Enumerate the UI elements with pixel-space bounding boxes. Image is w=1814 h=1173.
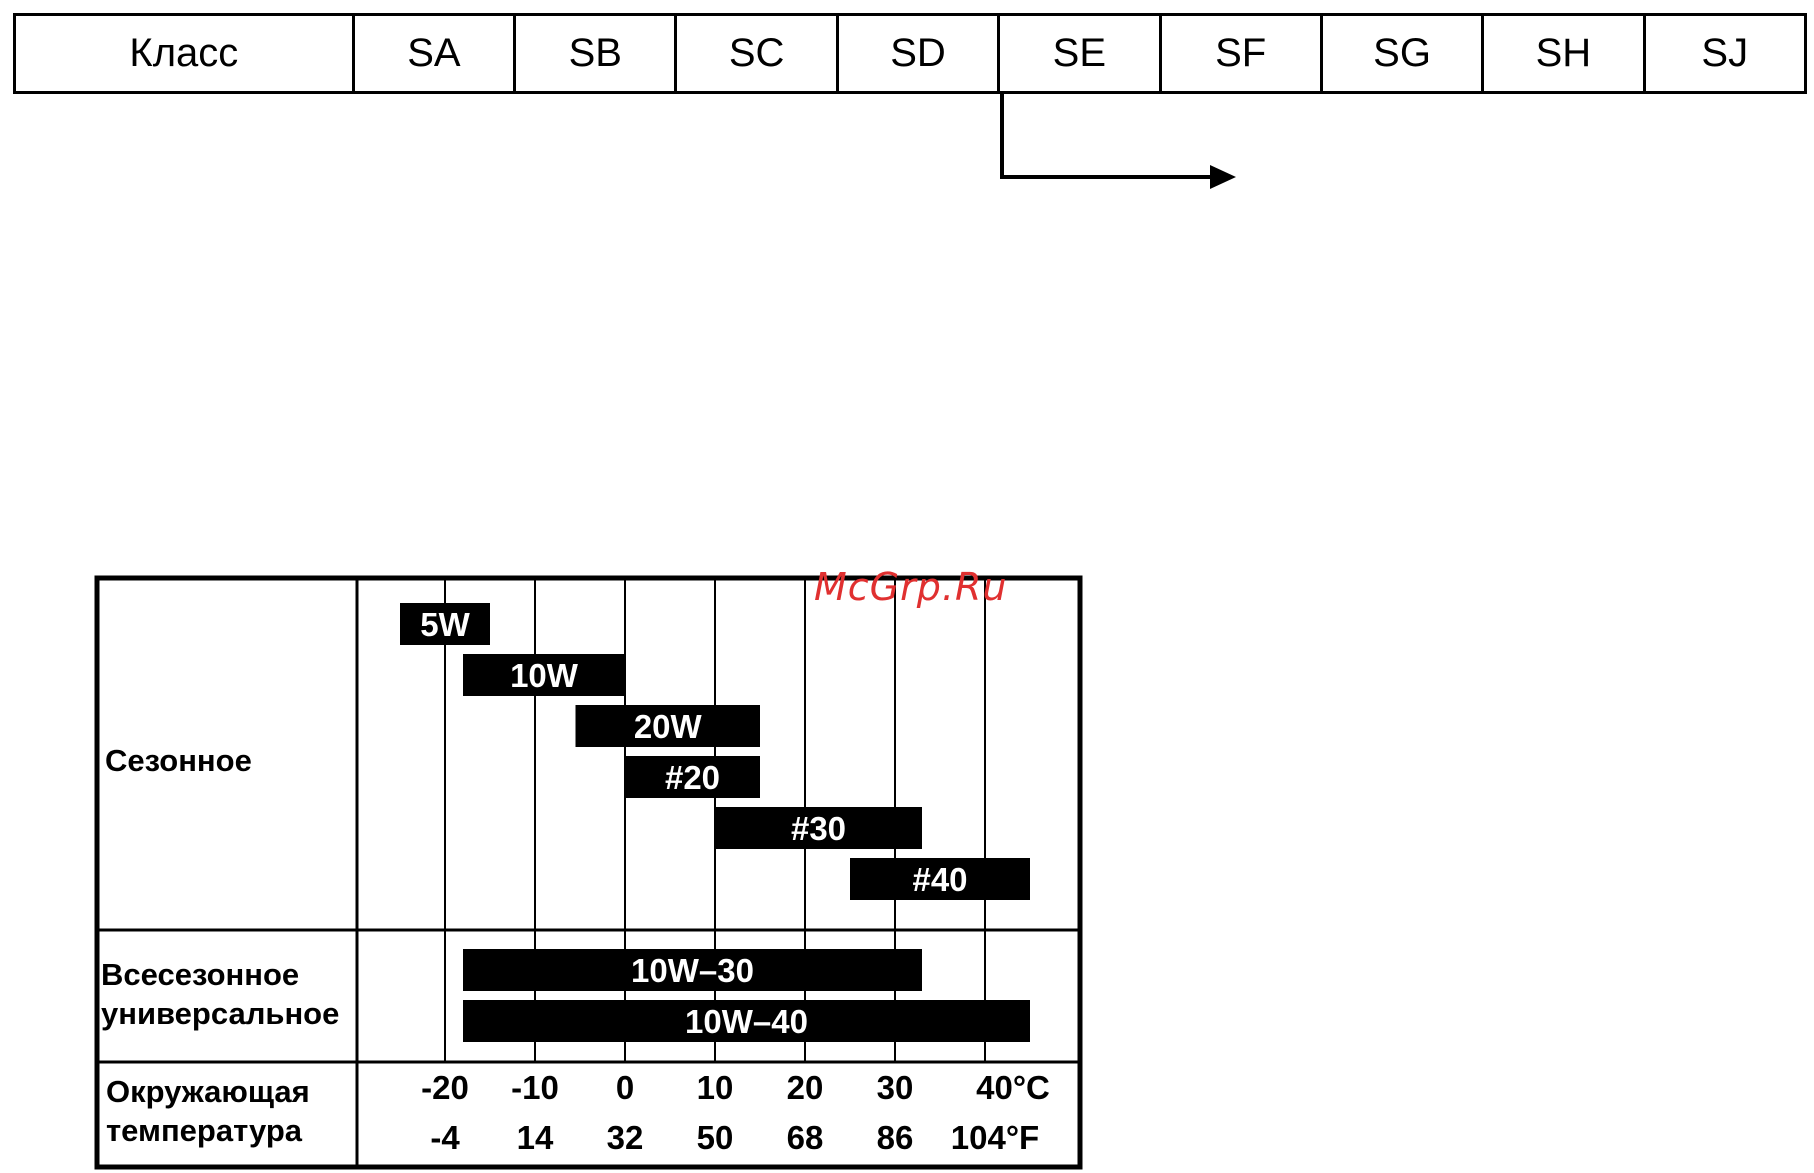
row-label-ambient-1: Окружающая (106, 1074, 310, 1109)
class-cell-sb: SB (513, 16, 674, 91)
fahrenheit-tick-2: 32 (607, 1119, 644, 1156)
fahrenheit-tick-4: 68 (787, 1119, 824, 1156)
row-label-seasonal: Сезонное (105, 743, 252, 778)
arrow-head (1210, 165, 1236, 189)
seasonal-bar-label-2: 20W (634, 708, 703, 745)
row-label-multigrade-2: универсальное (101, 996, 340, 1031)
celsius-tick-6: 40°C (976, 1069, 1050, 1106)
fahrenheit-tick-1: 14 (517, 1119, 554, 1156)
watermark: McGrp.Ru (814, 565, 1008, 609)
celsius-tick-2: 0 (616, 1069, 634, 1106)
seasonal-bar-label-5: #40 (912, 861, 967, 898)
celsius-tick-1: -10 (511, 1069, 559, 1106)
class-cell-se: SE (997, 16, 1158, 91)
multigrade-bar-1 (463, 1000, 1030, 1042)
class-cell-sg: SG (1319, 16, 1481, 91)
seasonal-bar-label-4: #30 (791, 810, 846, 847)
seasonal-bar-label-1: 10W (510, 657, 579, 694)
class-header-cell: Класс (129, 31, 239, 75)
celsius-tick-4: 20 (787, 1069, 824, 1106)
row-label-ambient-2: температура (106, 1113, 303, 1148)
multigrade-bar-label-0: 10W–30 (631, 952, 754, 989)
fahrenheit-tick-6: 104°F (951, 1119, 1039, 1156)
temperature-ticks: -20 -10 0 10 20 30 40°C -4 14 32 50 68 86 104°F (421, 1069, 1050, 1156)
fahrenheit-tick-0: -4 (430, 1119, 460, 1156)
seasonal-bar-label-0: 5W (420, 606, 470, 643)
class-cell-sd: SD (835, 16, 997, 91)
arrow-line (1000, 94, 1210, 179)
class-cell-sc: SC (674, 16, 835, 91)
celsius-tick-0: -20 (421, 1069, 469, 1106)
grade-bars: 5W 10W 20W #20 #30 #40 10W–30 10W–40 (400, 603, 1030, 1042)
seasonal-bar-5 (850, 858, 1030, 900)
seasonal-bar-label-3: #20 (665, 759, 720, 796)
celsius-tick-3: 10 (697, 1069, 734, 1106)
class-cell-sa: SA (351, 16, 513, 91)
chart-border (94, 575, 1083, 1170)
row-label-multigrade-1: Всесезонное (101, 957, 300, 992)
seasonal-bar-1 (463, 654, 625, 696)
multigrade-bar-label-1: 10W–40 (685, 1003, 808, 1040)
seasonal-bar-4 (715, 807, 922, 849)
fahrenheit-tick-3: 50 (697, 1119, 734, 1156)
multigrade-bar-0 (463, 949, 922, 991)
class-cell-sj: SJ (1642, 16, 1804, 91)
seasonal-bar-3 (625, 756, 760, 798)
seasonal-bar-2 (575, 705, 760, 747)
seasonal-bar-0 (400, 603, 490, 645)
class-cell-sf: SF (1158, 16, 1320, 91)
api-class-table: Класс SA SB SC SD SE SF SG SH SJ (13, 13, 1807, 94)
fahrenheit-tick-5: 86 (877, 1119, 914, 1156)
celsius-tick-5: 30 (877, 1069, 914, 1106)
class-cell-sh: SH (1481, 16, 1642, 91)
